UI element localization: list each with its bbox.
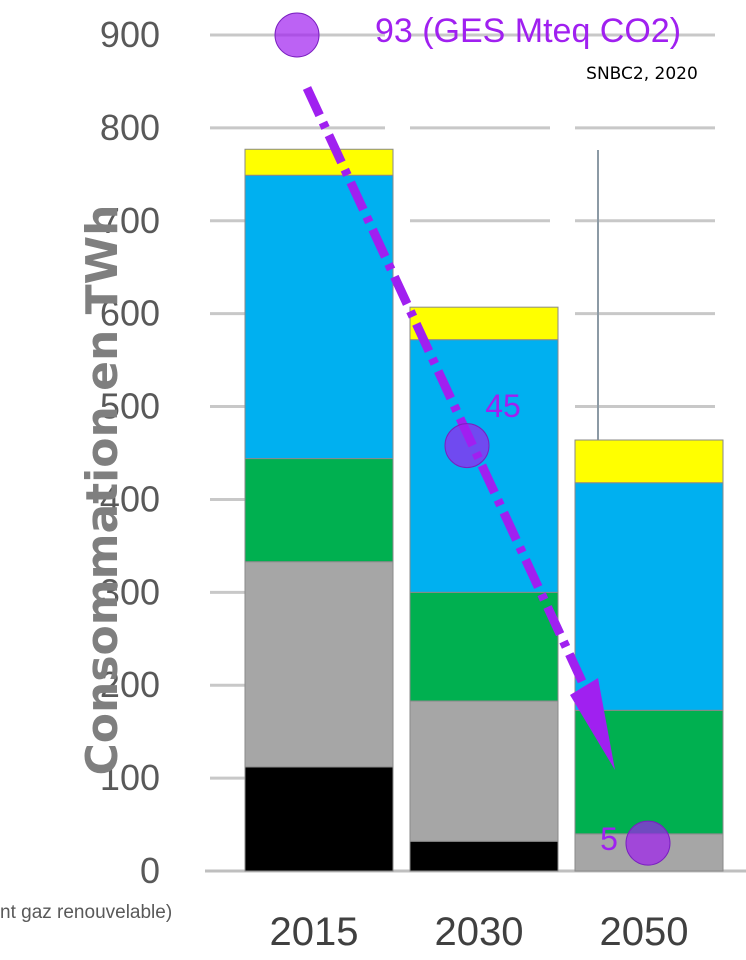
bar-segment: [244, 561, 394, 768]
y-tick-label: 100: [100, 757, 160, 798]
ghg-point-label: 5: [600, 821, 618, 857]
ghg-point: [625, 820, 671, 866]
source-note: SNBC2, 2020: [586, 64, 698, 84]
y-tick-label: 500: [100, 386, 160, 427]
bar-segment: [409, 840, 559, 872]
x-tick-label: 2015: [270, 910, 359, 954]
y-tick-label: 200: [100, 664, 160, 705]
bar-segment: [409, 591, 559, 702]
y-tick-label: 700: [100, 200, 160, 241]
ghg-point-label: 45: [485, 388, 521, 424]
y-tick-label: 900: [100, 14, 160, 55]
bar-segment: [244, 458, 394, 563]
axis-labels: 0 100 200 300 400 500 600 700 800 900 2015 2030 2050: [100, 14, 689, 954]
bar-segment: [409, 700, 559, 842]
y-tick-label: 400: [100, 478, 160, 519]
x-tick-label: 2030: [435, 910, 524, 954]
y-tick-label: 0: [140, 850, 160, 891]
trend-arrow-shaft: [302, 86, 597, 705]
bar-segment: [244, 766, 394, 872]
bars: [244, 148, 724, 872]
bar-segment: [244, 148, 394, 176]
ghg-point: [444, 423, 490, 469]
y-tick-label: 800: [100, 107, 160, 148]
ghg-title: 93 (GES Mteq CO2): [375, 12, 681, 50]
bar-segment: [574, 439, 724, 484]
bar-segment: [409, 306, 559, 341]
y-tick-label: 600: [100, 293, 160, 334]
trend-arrow-head: [570, 678, 615, 770]
ghg-point: [274, 12, 320, 58]
footnote: nt gaz renouvelable): [0, 902, 172, 923]
bar-segment: [574, 482, 724, 711]
y-axis-label: Consommation en TWh: [77, 205, 128, 776]
y-tick-label: 300: [100, 571, 160, 612]
ghg-overlay: 45 5: [274, 12, 671, 866]
x-tick-label: 2050: [600, 910, 689, 954]
